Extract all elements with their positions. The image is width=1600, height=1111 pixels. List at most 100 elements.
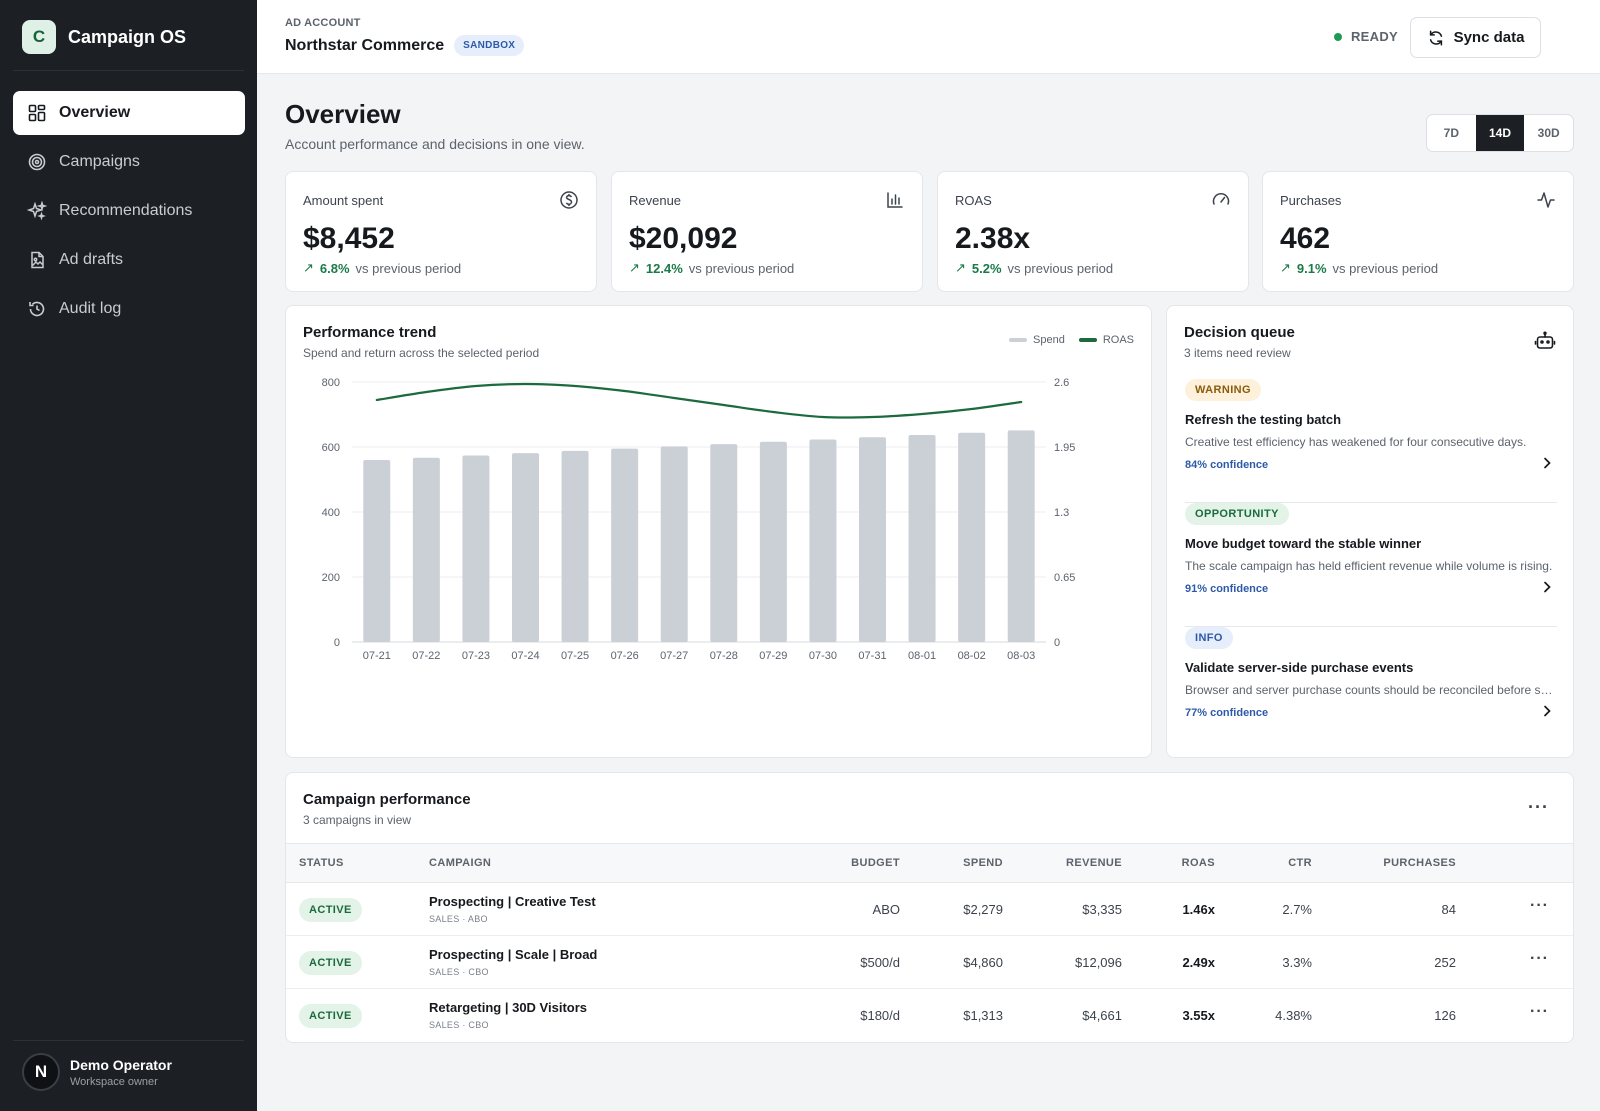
y-left-tick-label: 400	[322, 507, 340, 519]
delta-text: vs previous period	[355, 260, 462, 276]
column-header-campaign[interactable]: CAMPAIGN	[429, 857, 492, 869]
campaign-name[interactable]: Prospecting | Creative Test	[429, 894, 596, 909]
sync-label: Sync data	[1453, 29, 1525, 46]
y-right-tick-label: 0	[1054, 637, 1060, 649]
nav-item-audit-log[interactable]: Audit log	[13, 287, 245, 331]
ctr-cell: 4.38%	[1275, 1008, 1312, 1023]
nav-label: Ad drafts	[59, 251, 124, 268]
chevron-right-icon[interactable]	[1539, 455, 1555, 471]
more-options-button[interactable]: ···	[1528, 797, 1549, 817]
table-row[interactable]: ACTIVE Retargeting | 30D Visitors SALES …	[286, 989, 1573, 1042]
nav-item-ad-drafts[interactable]: Ad drafts	[13, 238, 245, 282]
budget-cell: ABO	[872, 902, 900, 917]
user-name: Demo Operator	[70, 1056, 172, 1073]
delta-value: 9.1%	[1296, 260, 1327, 276]
legend-item-roas[interactable]: ROAS	[1078, 334, 1134, 346]
spend-cell: $1,313	[963, 1008, 1003, 1023]
campaign-name[interactable]: Prospecting | Scale | Broad	[429, 947, 598, 962]
column-header-purchases[interactable]: PURCHASES	[1383, 857, 1456, 869]
campaign-name[interactable]: Retargeting | 30D Visitors	[429, 1000, 587, 1015]
status-indicator: READY	[1333, 29, 1398, 44]
kpi-card-roas: ROAS 2.38x ↗ 5.2% vs previous period	[937, 171, 1249, 292]
column-header-status[interactable]: STATUS	[299, 857, 344, 869]
chevron-right-icon[interactable]	[1539, 579, 1555, 595]
x-tick-label: 07-26	[611, 650, 639, 662]
history-icon	[27, 299, 47, 319]
arrow-up-right-icon: ↗	[629, 260, 640, 275]
nav-item-recommendations[interactable]: Recommendations	[13, 189, 245, 233]
spend-bar	[363, 460, 391, 642]
status-badge: ACTIVE	[299, 951, 362, 975]
status-label: READY	[1350, 29, 1398, 44]
sync-data-button[interactable]: Sync data	[1410, 17, 1541, 58]
delta-text: vs previous period	[688, 260, 795, 276]
user-profile[interactable]: N Demo Operator Workspace owner	[22, 1053, 172, 1091]
chart-title: Performance trend	[303, 324, 437, 341]
spend-bar	[759, 441, 787, 642]
spend-bar	[561, 450, 589, 642]
x-tick-label: 07-24	[511, 650, 539, 662]
range-7d-button[interactable]: 7D	[1443, 126, 1459, 140]
revenue-cell: $4,661	[1082, 1008, 1122, 1023]
decision-queue-title: Decision queue	[1184, 324, 1295, 341]
table-row[interactable]: ACTIVE Prospecting | Scale | Broad SALES…	[286, 936, 1573, 989]
delta-value: 6.8%	[319, 260, 350, 276]
purchases-cell: 252	[1434, 955, 1456, 970]
decision-confidence: 84% confidence	[1185, 459, 1269, 471]
decision-item[interactable]: WARNING Refresh the testing batch Creati…	[1185, 379, 1557, 503]
decision-item[interactable]: INFO Validate server-side purchase event…	[1185, 627, 1557, 751]
range-14d-button[interactable]: 14D	[1475, 115, 1525, 151]
table-header: STATUS CAMPAIGN BUDGET SPEND REVENUE ROA…	[286, 843, 1573, 883]
main-nav: Overview Campaigns Recommendations Ad dr…	[13, 91, 245, 336]
robot-icon[interactable]	[1534, 330, 1556, 352]
kpi-label: Amount spent	[303, 193, 384, 208]
nav-label: Recommendations	[59, 202, 193, 219]
kpi-delta: ↗ 5.2% vs previous period	[955, 260, 1113, 276]
decision-item[interactable]: OPPORTUNITY Move budget toward the stabl…	[1185, 503, 1557, 627]
decision-queue-subtitle: 3 items need review	[1184, 346, 1291, 360]
range-30d-button[interactable]: 30D	[1537, 126, 1560, 140]
decision-title: Refresh the testing batch	[1185, 412, 1342, 427]
table-title: Campaign performance	[303, 791, 471, 808]
grid-icon	[27, 103, 47, 123]
table-row[interactable]: ACTIVE Prospecting | Creative Test SALES…	[286, 883, 1573, 936]
budget-cell: $180/d	[860, 1008, 900, 1023]
spend-cell: $2,279	[963, 902, 1003, 917]
account-name[interactable]: Northstar Commerce	[285, 36, 445, 54]
account-label: AD ACCOUNT	[285, 17, 361, 29]
column-header-roas[interactable]: ROAS	[1181, 857, 1215, 869]
column-header-budget[interactable]: BUDGET	[851, 857, 900, 869]
column-header-ctr[interactable]: CTR	[1288, 857, 1312, 869]
spend-bar	[462, 455, 490, 642]
chart-subtitle: Spend and return across the selected per…	[303, 346, 540, 360]
column-header-revenue[interactable]: REVENUE	[1066, 857, 1122, 869]
nav-item-campaigns[interactable]: Campaigns	[13, 140, 245, 184]
legend-swatch	[1078, 338, 1097, 342]
row-more-options-button[interactable]: ···	[1530, 1003, 1549, 1020]
row-more-options-button[interactable]: ···	[1530, 950, 1549, 967]
x-tick-label: 07-22	[412, 650, 440, 662]
spend-bar	[809, 439, 837, 642]
chevron-right-icon[interactable]	[1539, 703, 1555, 719]
ctr-cell: 2.7%	[1282, 902, 1312, 917]
nav-item-overview[interactable]: Overview	[13, 91, 245, 135]
kpi-value: 462	[1280, 222, 1331, 255]
sidebar-divider	[13, 70, 244, 71]
row-more-options-button[interactable]: ···	[1530, 897, 1549, 914]
x-tick-label: 07-25	[561, 650, 589, 662]
page-subtitle: Account performance and decisions in one…	[285, 136, 585, 152]
legend-item-spend[interactable]: Spend	[1009, 334, 1065, 346]
decision-confidence: 77% confidence	[1185, 707, 1269, 719]
y-right-tick-label: 0.65	[1054, 572, 1075, 584]
y-right-tick-label: 2.6	[1054, 377, 1069, 389]
date-range-toggle: 7D 14D 30D	[1426, 114, 1574, 152]
campaign-meta: SALES · CBO	[429, 967, 489, 977]
roas-cell: 1.46x	[1182, 902, 1215, 917]
chart-legend: Spend ROAS	[1009, 334, 1134, 346]
delta-value: 5.2%	[971, 260, 1002, 276]
brand[interactable]: C Campaign OS	[22, 20, 186, 54]
delta-value: 12.4%	[645, 260, 683, 276]
legend-label: Spend	[1033, 334, 1065, 346]
column-header-spend[interactable]: SPEND	[963, 857, 1003, 869]
roas-line	[375, 382, 1023, 419]
